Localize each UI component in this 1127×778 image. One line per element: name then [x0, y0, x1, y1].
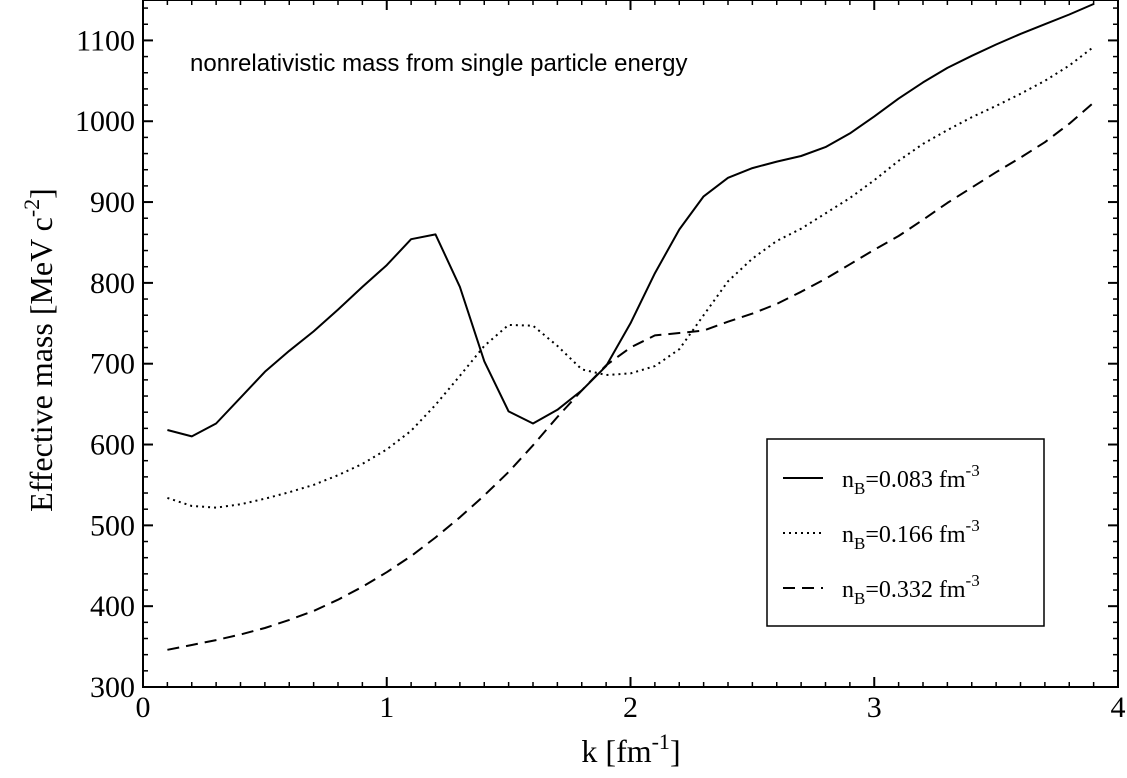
legend-1-sup: -3	[966, 461, 980, 480]
legend: nB=0.083 fm-3 nB=0.166 fm-3 nB=0.332 fm-…	[766, 438, 1045, 627]
legend-2-sup: -3	[966, 516, 980, 535]
y-axis-label-sup: -2	[19, 199, 44, 217]
y-tick-label: 800	[90, 267, 135, 300]
legend-3-sup: -3	[966, 571, 980, 590]
tick-labels: 0 1 2 3 4 300 400 500 600 700 800 900 1000 1100	[75, 24, 1126, 724]
legend-label-series-1: nB=0.083 fm-3	[842, 461, 980, 498]
x-axis-label-end: ]	[670, 733, 681, 769]
x-tick-label: 4	[1111, 691, 1126, 724]
legend-1-sub: B	[854, 479, 865, 498]
x-tick-label: 2	[623, 691, 638, 724]
x-axis-label-main: k [fm	[581, 733, 651, 769]
legend-1-pre: n	[842, 467, 854, 493]
x-axis-label-sup: -1	[652, 729, 670, 754]
y-tick-label: 900	[90, 186, 135, 219]
x-tick-label: 3	[867, 691, 882, 724]
legend-1-mid: =0.083 fm	[865, 467, 966, 493]
y-tick-label: 300	[90, 671, 135, 704]
chart-annotation: nonrelativistic mass from single particl…	[190, 50, 688, 77]
y-tick-label: 500	[90, 509, 135, 542]
series-line-1	[167, 3, 1094, 438]
legend-label-series-3: nB=0.332 fm-3	[842, 571, 980, 608]
legend-2-mid: =0.166 fm	[865, 522, 966, 548]
x-tick-label: 0	[136, 691, 151, 724]
y-tick-label: 700	[90, 348, 135, 381]
x-tick-label: 1	[379, 691, 394, 724]
y-tick-label: 600	[90, 429, 135, 462]
y-axis-label-end: ]	[23, 188, 59, 199]
y-axis-label-main: Effective mass [MeV c	[23, 217, 59, 512]
legend-3-pre: n	[842, 577, 854, 603]
legend-2-pre: n	[842, 522, 854, 548]
legend-3-sub: B	[854, 589, 865, 608]
y-tick-label: 1000	[75, 105, 135, 138]
series-line-3	[167, 101, 1095, 651]
x-axis-label: k [fm-1]	[581, 729, 680, 769]
series-line-2	[167, 46, 1095, 509]
plot-frame	[142, 0, 1119, 688]
legend-box	[766, 438, 1045, 627]
legend-3-mid: =0.332 fm	[865, 577, 966, 603]
legend-2-sub: B	[854, 534, 865, 553]
legend-label-series-2: nB=0.166 fm-3	[842, 516, 980, 553]
y-tick-label: 1100	[76, 24, 135, 57]
y-tick-label: 400	[90, 590, 135, 623]
series-lines	[167, 3, 1095, 651]
y-axis-label: Effective mass [MeV c-2]	[19, 188, 59, 512]
